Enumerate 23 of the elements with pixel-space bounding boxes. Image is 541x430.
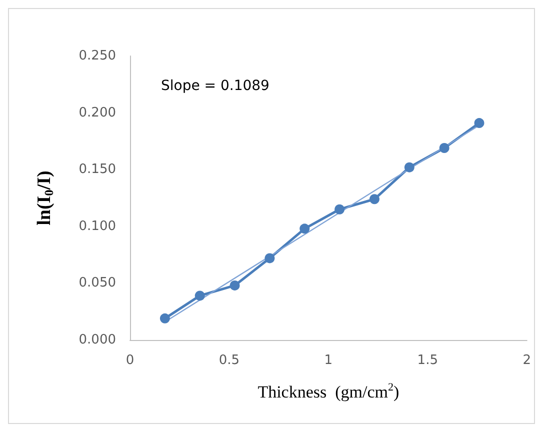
- point: [474, 118, 484, 128]
- point: [369, 194, 380, 204]
- point: [194, 290, 205, 301]
- y-tick-label: 0.000: [78, 332, 116, 348]
- point: [264, 253, 275, 264]
- y-tick-label: 0.150: [78, 162, 116, 178]
- point: [404, 162, 414, 172]
- point: [334, 204, 345, 214]
- y-axis-title: ln(I0/I): [34, 170, 56, 226]
- point: [439, 143, 450, 154]
- y-tick-label: 0.100: [78, 218, 116, 234]
- x-tick-label: 0.5: [218, 353, 240, 368]
- y-tick-label: 0.200: [78, 105, 116, 120]
- point: [230, 280, 240, 290]
- y-tick-label: 0.050: [78, 276, 116, 291]
- y-tick-label: 0.250: [78, 48, 116, 64]
- point: [160, 313, 170, 324]
- x-tick-label: 1.5: [417, 353, 438, 368]
- x-tick-label: 1: [324, 353, 333, 368]
- annotation: Slope = 0.1089: [161, 78, 270, 94]
- x-tick-label: 2: [522, 353, 532, 368]
- x-tick-label: 0: [126, 353, 134, 368]
- point: [300, 224, 310, 234]
